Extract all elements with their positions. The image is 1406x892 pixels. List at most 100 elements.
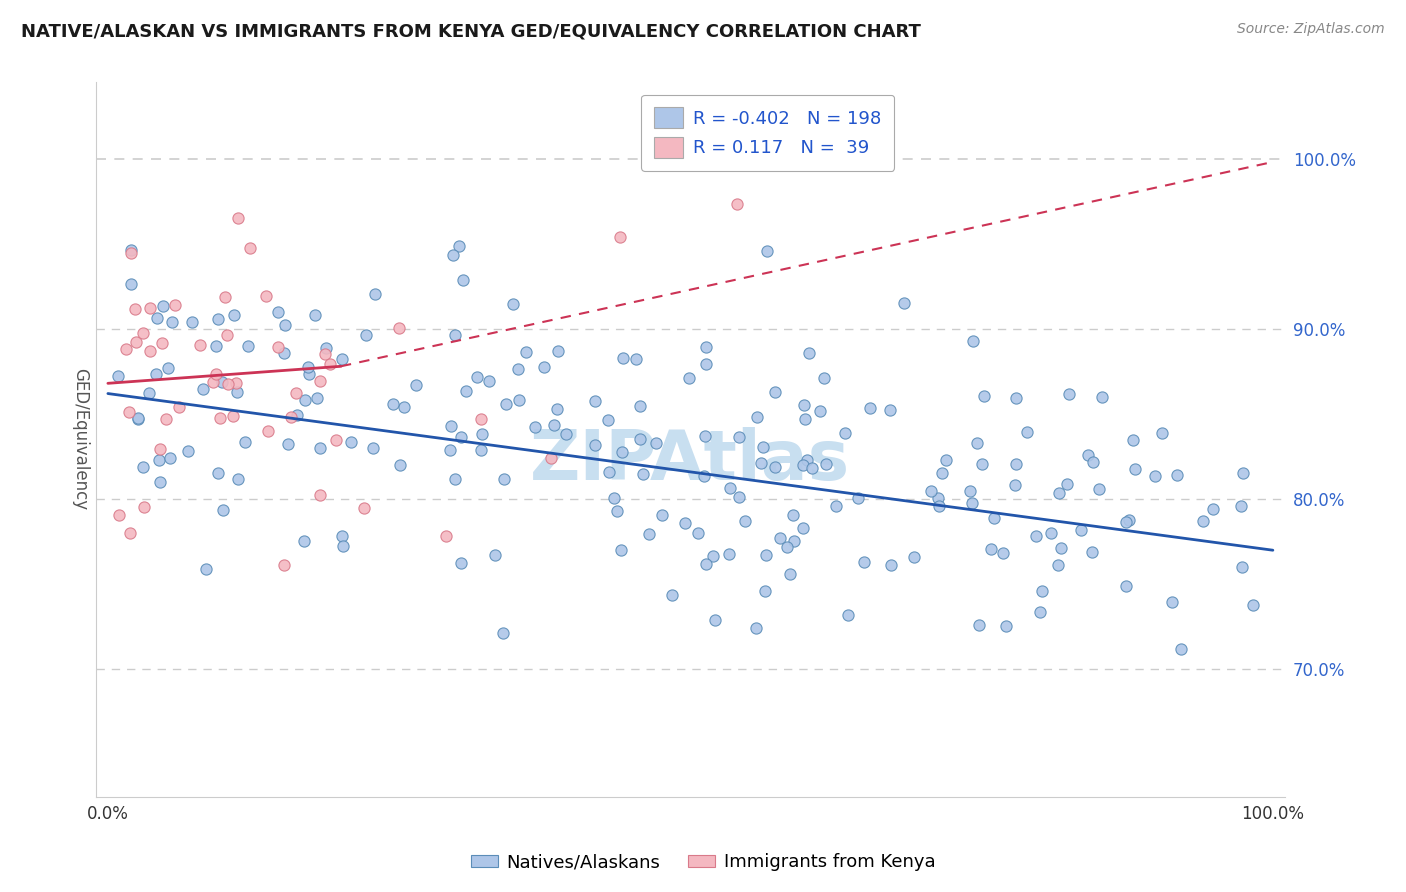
Point — [280, 409, 302, 424]
Point — [508, 392, 530, 407]
Point — [188, 337, 211, 351]
Point — [181, 315, 204, 329]
Point — [631, 467, 654, 481]
Point — [610, 445, 633, 459]
Point — [226, 385, 249, 400]
Point — [194, 562, 217, 576]
Point — [330, 529, 353, 543]
Point — [734, 514, 756, 528]
Point — [1049, 541, 1071, 555]
Point — [793, 398, 815, 412]
Point — [159, 450, 181, 465]
Point — [779, 566, 801, 581]
Point — [695, 557, 717, 571]
Point — [628, 399, 651, 413]
Point — [266, 304, 288, 318]
Point — [478, 375, 501, 389]
Point — [207, 312, 229, 326]
Point — [217, 376, 239, 391]
Point — [238, 339, 260, 353]
Point — [880, 558, 903, 573]
Point — [799, 345, 821, 359]
Point — [138, 386, 160, 401]
Point — [381, 397, 404, 411]
Point — [1056, 476, 1078, 491]
Point — [450, 430, 472, 444]
Point — [769, 531, 792, 545]
Point — [212, 502, 235, 516]
Point — [717, 547, 740, 561]
Point — [765, 460, 787, 475]
Point — [783, 534, 806, 549]
Point — [202, 375, 225, 389]
Point — [217, 327, 239, 342]
Point — [325, 433, 347, 447]
Point — [224, 308, 246, 322]
Point — [239, 241, 262, 255]
Point — [132, 500, 155, 515]
Point — [546, 402, 568, 417]
Text: ZIPAtlas: ZIPAtlas — [530, 427, 851, 494]
Point — [285, 385, 308, 400]
Point — [859, 401, 882, 416]
Point — [603, 491, 626, 505]
Point — [688, 526, 710, 541]
Point — [294, 392, 316, 407]
Point — [630, 432, 652, 446]
Point — [465, 369, 488, 384]
Point — [967, 618, 990, 632]
Point — [315, 341, 337, 355]
Point — [305, 391, 328, 405]
Point — [1047, 558, 1070, 572]
Point — [693, 429, 716, 443]
Point — [330, 352, 353, 367]
Point — [257, 425, 280, 439]
Point — [132, 460, 155, 475]
Point — [745, 410, 768, 425]
Point — [309, 441, 332, 455]
Point — [492, 626, 515, 640]
Point — [693, 468, 716, 483]
Point — [1170, 642, 1192, 657]
Point — [211, 375, 233, 389]
Point — [815, 458, 838, 472]
Point — [149, 475, 172, 489]
Point — [267, 340, 290, 354]
Point — [444, 472, 467, 486]
Point — [612, 351, 634, 365]
Point — [114, 342, 136, 356]
Point — [228, 472, 250, 486]
Point — [191, 382, 214, 396]
Point — [1161, 594, 1184, 608]
Point — [471, 427, 494, 442]
Point — [1115, 579, 1137, 593]
Point — [441, 247, 464, 261]
Point — [834, 425, 856, 440]
Point — [962, 496, 984, 510]
Point — [405, 377, 427, 392]
Point — [1143, 468, 1166, 483]
Point — [177, 443, 200, 458]
Point — [304, 308, 326, 322]
Text: Source: ZipAtlas.com: Source: ZipAtlas.com — [1237, 22, 1385, 37]
Point — [609, 542, 631, 557]
Point — [1087, 482, 1109, 496]
Point — [131, 326, 153, 341]
Point — [644, 435, 666, 450]
Point — [1230, 560, 1253, 574]
Point — [993, 546, 1015, 560]
Point — [389, 458, 412, 473]
Point — [695, 340, 717, 354]
Point — [107, 368, 129, 383]
Point — [893, 296, 915, 310]
Point — [983, 510, 1005, 524]
Y-axis label: GED/Equivalency: GED/Equivalency — [72, 368, 89, 510]
Point — [156, 361, 179, 376]
Point — [962, 334, 984, 348]
Point — [439, 442, 461, 457]
Point — [494, 472, 516, 486]
Point — [598, 465, 620, 479]
Point — [1241, 598, 1264, 612]
Point — [254, 289, 277, 303]
Point — [340, 435, 363, 450]
